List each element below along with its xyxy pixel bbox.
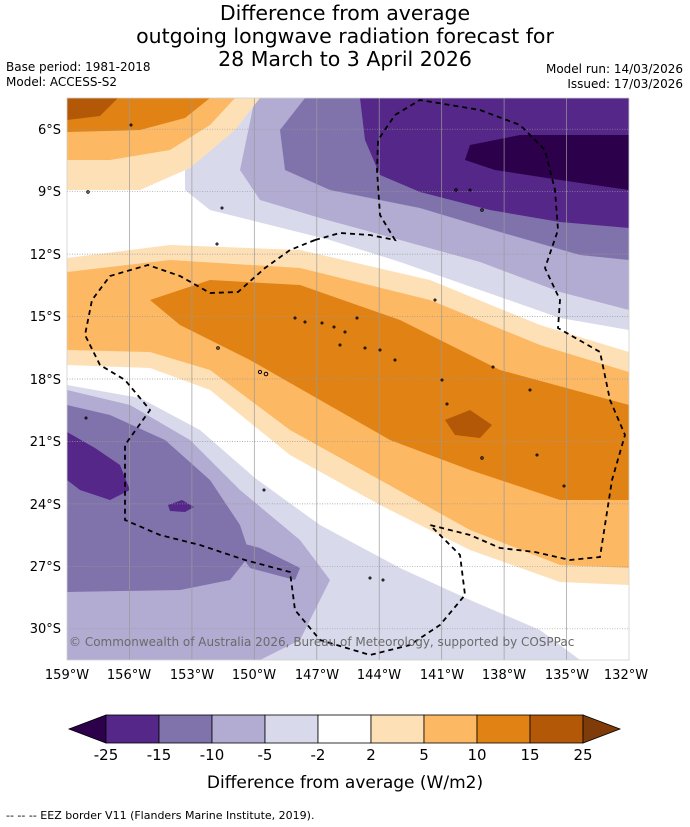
lat-axis: 6°S 9°S 12°S 15°S 18°S 21°S 24°S 27°S 30… bbox=[30, 123, 61, 637]
colorbar-tick: -2 bbox=[311, 746, 326, 764]
lat-label: 12°S bbox=[30, 248, 61, 263]
contour-below-25 bbox=[465, 135, 629, 190]
lat-label: 30°S bbox=[30, 622, 61, 637]
colorbar-tick: 15 bbox=[520, 746, 539, 764]
islands bbox=[84, 123, 566, 582]
colorbar-swatch bbox=[476, 714, 531, 744]
lat-label: 21°S bbox=[30, 435, 61, 450]
issued-date: Issued: 17/03/2026 bbox=[567, 77, 683, 91]
colorbar-tick: -5 bbox=[258, 746, 273, 764]
lat-label: 27°S bbox=[30, 560, 61, 575]
colorbar-swatch bbox=[158, 714, 213, 744]
colorbar-tick: -15 bbox=[147, 746, 172, 764]
lat-label: 15°S bbox=[30, 310, 61, 325]
lat-label: 9°S bbox=[38, 185, 61, 200]
colorbar-swatch bbox=[370, 714, 425, 744]
colorbar-swatch bbox=[529, 714, 584, 744]
lon-label: 147°W bbox=[295, 668, 339, 683]
colorbar-tick: 5 bbox=[419, 746, 429, 764]
colorbar-tick: -25 bbox=[94, 746, 119, 764]
title-line-1: Difference from average bbox=[219, 1, 471, 25]
lat-label: 24°S bbox=[30, 498, 61, 513]
lon-label: 144°W bbox=[357, 668, 401, 683]
lon-label: 153°W bbox=[170, 668, 214, 683]
lon-label: 138°W bbox=[482, 668, 526, 683]
colorbar bbox=[67, 714, 622, 744]
colorbar-swatch bbox=[423, 714, 478, 744]
base-period: Base period: 1981-2018 bbox=[6, 60, 151, 74]
contour-neg-15-sw bbox=[67, 405, 250, 592]
model-run: Model run: 14/03/2026 bbox=[545, 62, 683, 76]
colorbar-below-arrow bbox=[67, 714, 107, 744]
colorbar-tick: -10 bbox=[200, 746, 225, 764]
colorbar-ticks: -25 -15 -10 -5 -2 2 5 10 15 25 bbox=[94, 746, 593, 764]
colorbar-tick: 2 bbox=[366, 746, 376, 764]
colorbar-tick: 10 bbox=[467, 746, 486, 764]
colorbar-tick: 25 bbox=[573, 746, 592, 764]
colorbar-title: Difference from average (W/m2) bbox=[207, 773, 483, 793]
lon-label: 132°W bbox=[604, 668, 648, 683]
contour-neg-25-sw-blob bbox=[168, 500, 194, 512]
eez-footnote: -- -- -- EEZ border V11 (Flanders Marine… bbox=[6, 809, 315, 822]
chart-title: Difference from average outgoing longwav… bbox=[0, 2, 690, 71]
title-line-3: 28 March to 3 April 2026 bbox=[218, 47, 472, 71]
colorbar-swatch bbox=[317, 714, 372, 744]
lat-label: 18°S bbox=[30, 373, 61, 388]
lon-label: 141°W bbox=[420, 668, 464, 683]
base-info: Base period: 1981-2018 Model: ACCESS-S2 bbox=[6, 60, 151, 90]
map-plot-area: © Commonwealth of Australia 2026, Bureau… bbox=[67, 98, 629, 660]
colorbar-swatch bbox=[105, 714, 160, 744]
lat-label: 6°S bbox=[38, 123, 61, 138]
title-line-2: outgoing longwave radiation forecast for bbox=[136, 24, 554, 48]
model-name: Model: ACCESS-S2 bbox=[6, 75, 118, 89]
colorbar-swatch bbox=[211, 714, 266, 744]
colorbar-above-arrow bbox=[582, 714, 622, 744]
lon-label: 150°W bbox=[232, 668, 276, 683]
contour-neg-25-sw bbox=[67, 432, 130, 500]
lon-label: 159°W bbox=[45, 668, 89, 683]
lon-label: 156°W bbox=[107, 668, 151, 683]
contour-pos-15-topleft bbox=[67, 98, 118, 120]
run-info: Model run: 14/03/2026 Issued: 17/03/2026 bbox=[546, 62, 683, 92]
contour-pos-15-band bbox=[445, 410, 492, 438]
contour-neg-15-sw-2 bbox=[230, 540, 300, 580]
copyright-credit: © Commonwealth of Australia 2026, Bureau… bbox=[69, 635, 574, 649]
contour-pos-10-band bbox=[150, 280, 629, 500]
lon-axis: 159°W 156°W 153°W 150°W 147°W 144°W 141°… bbox=[45, 668, 648, 683]
colorbar-swatch bbox=[264, 714, 319, 744]
map-frame bbox=[66, 97, 630, 661]
lon-label: 135°W bbox=[545, 668, 589, 683]
